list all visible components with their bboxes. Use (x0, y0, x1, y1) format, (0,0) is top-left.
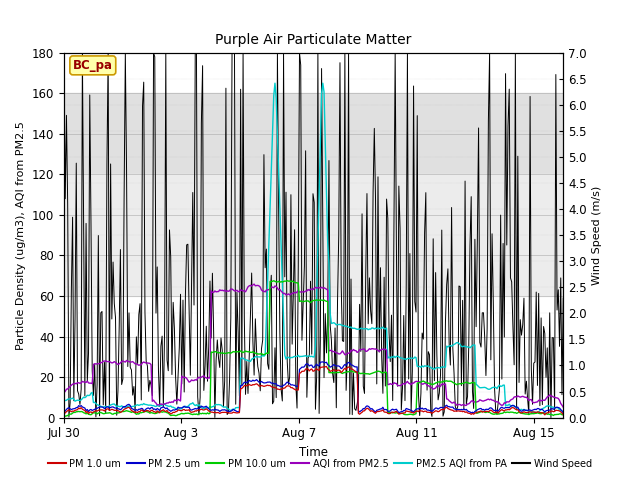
Y-axis label: Particle Density (ug/m3), AQI from PM2.5: Particle Density (ug/m3), AQI from PM2.5 (17, 121, 26, 349)
Title: Purple Air Particulate Matter: Purple Air Particulate Matter (216, 34, 412, 48)
Text: BC_pa: BC_pa (73, 59, 113, 72)
Bar (64, 93, 563, 174)
Legend: PM 1.0 um, PM 2.5 um, PM 10.0 um, AQI from PM2.5, PM2.5 AQI from PA, Wind Speed: PM 1.0 um, PM 2.5 um, PM 10.0 um, AQI fr… (44, 455, 596, 473)
X-axis label: Time: Time (299, 446, 328, 459)
Bar (64, 174, 563, 296)
Y-axis label: Wind Speed (m/s): Wind Speed (m/s) (592, 186, 602, 285)
